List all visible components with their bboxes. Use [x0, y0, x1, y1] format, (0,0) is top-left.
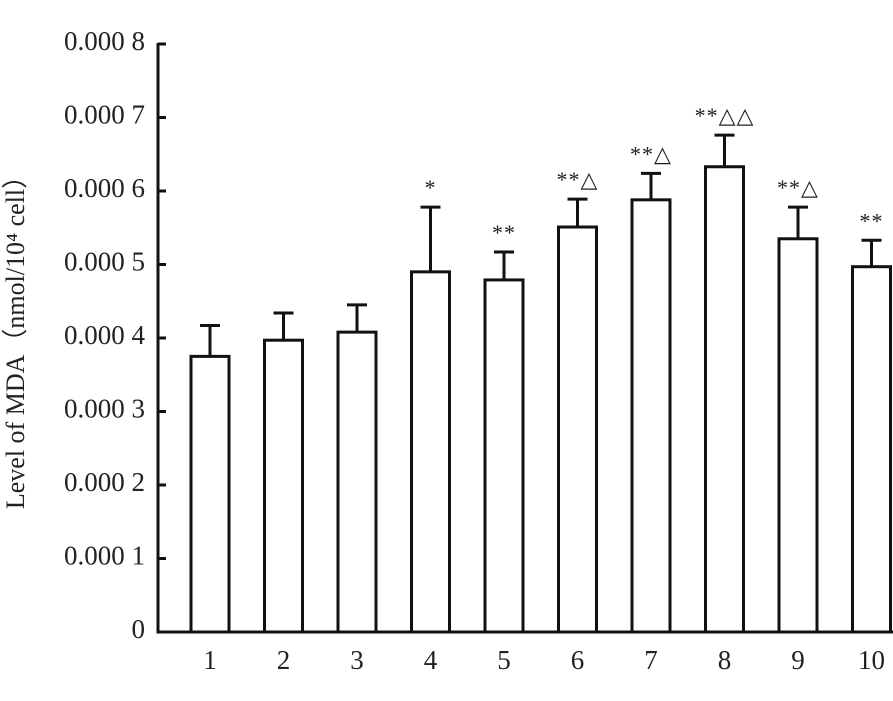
- y-tick-label: 0: [132, 614, 146, 644]
- y-tick-label: 0.000 7: [64, 100, 145, 130]
- bar: [557, 225, 598, 634]
- bar: [630, 198, 672, 634]
- bar: [189, 354, 231, 634]
- annotation: **: [492, 220, 516, 245]
- bar: [336, 330, 378, 634]
- annotation: **△: [557, 167, 599, 192]
- bar: [851, 265, 892, 634]
- annotation: **△△: [695, 103, 755, 128]
- bar: [263, 338, 304, 634]
- annotation: **△: [630, 141, 672, 166]
- x-tick-label: 1: [203, 645, 217, 675]
- bar: [483, 278, 525, 634]
- y-tick-label: 0.000 3: [64, 394, 145, 424]
- y-tick-label: 0.000 4: [64, 320, 146, 350]
- y-tick-label: 0.000 2: [64, 467, 145, 497]
- annotation: **△: [777, 175, 819, 200]
- y-tick-label: 0.000 5: [64, 247, 145, 277]
- x-tick-label: 3: [350, 645, 364, 675]
- y-axis-label: Level of MDA（nmol/10⁴ cell）: [1, 163, 30, 509]
- bar: [410, 270, 451, 634]
- x-tick-label: 6: [571, 645, 585, 675]
- x-tick-label: 5: [497, 645, 511, 675]
- y-tick-label: 0.000 1: [64, 541, 145, 571]
- bar: [777, 237, 819, 634]
- annotation: **: [860, 208, 884, 233]
- x-tick-label: 8: [718, 645, 732, 675]
- x-tick-label: 2: [277, 645, 291, 675]
- x-tick-label: 4: [424, 645, 438, 675]
- annotation: *: [425, 175, 437, 200]
- x-tick-label: 9: [791, 645, 805, 675]
- x-tick-label: 7: [644, 645, 658, 675]
- x-tick-label: 10: [858, 645, 885, 675]
- y-tick-label: 0.000 6: [64, 173, 145, 203]
- y-tick-label: 0.000 8: [64, 26, 145, 56]
- bar: [704, 165, 745, 634]
